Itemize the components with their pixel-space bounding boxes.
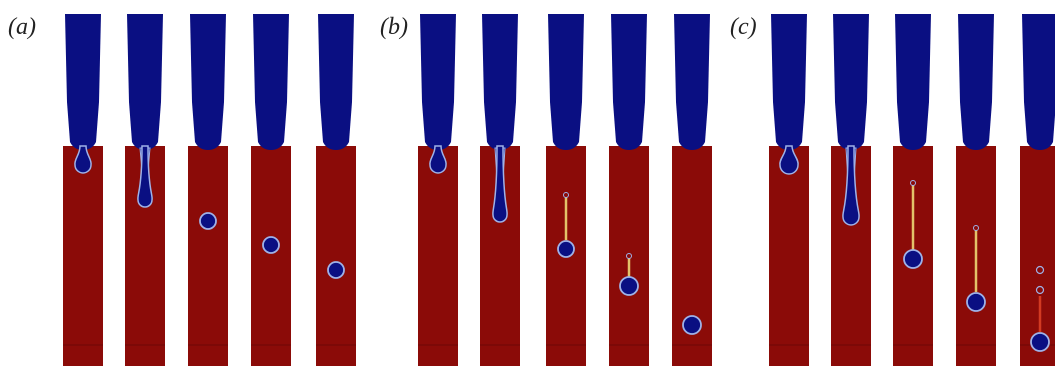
frame-4 (251, 14, 291, 366)
channel (769, 146, 809, 366)
droplet (429, 145, 447, 174)
frame-3 (546, 14, 586, 366)
frame-2 (125, 14, 165, 366)
nozzle (895, 14, 931, 150)
nozzle (771, 14, 807, 150)
panel-b-label: (b) (380, 14, 408, 40)
tail-tip (910, 180, 916, 186)
frame-4 (956, 14, 996, 366)
nozzle (1022, 14, 1055, 150)
droplet (137, 145, 153, 208)
nozzle (420, 14, 456, 150)
nozzle (958, 14, 994, 150)
frame-2 (480, 14, 520, 366)
frame-1 (418, 14, 458, 366)
droplet (903, 249, 923, 269)
droplet (262, 236, 280, 254)
satellite-droplet (1035, 285, 1045, 295)
droplet (74, 145, 92, 174)
frame-1 (63, 14, 103, 366)
frame-5 (316, 14, 356, 366)
nozzle (127, 14, 163, 150)
panel-a-label: (a) (8, 14, 36, 40)
frame-5 (672, 14, 712, 366)
droplet (619, 276, 639, 296)
frame-4 (609, 14, 649, 366)
droplet (842, 145, 860, 226)
droplet (779, 145, 799, 175)
droplet (1030, 332, 1050, 352)
channel (251, 146, 291, 366)
nozzle (65, 14, 101, 150)
droplet (492, 145, 508, 223)
panel-c (769, 14, 1055, 366)
droplet (682, 315, 702, 335)
panel-c-label: (c) (730, 14, 757, 40)
frame-2 (831, 14, 871, 366)
channel (418, 146, 458, 366)
tail-tip (563, 192, 569, 198)
tail-tip (626, 253, 632, 259)
nozzle (190, 14, 226, 150)
panel-b (418, 14, 712, 366)
droplet (966, 292, 986, 312)
nozzle (674, 14, 710, 150)
nozzle (318, 14, 354, 150)
droplet (327, 261, 345, 279)
satellite-droplet (1035, 265, 1045, 275)
droplet (199, 212, 217, 230)
channel (316, 146, 356, 366)
nozzle (548, 14, 584, 150)
frame-3 (893, 14, 933, 366)
frame-1 (769, 14, 809, 366)
tail-tip (973, 225, 979, 231)
nozzle (253, 14, 289, 150)
nozzle (611, 14, 647, 150)
droplet (557, 240, 575, 258)
channel (188, 146, 228, 366)
nozzle (833, 14, 869, 150)
frame-5 (1020, 14, 1055, 366)
frame-3 (188, 14, 228, 366)
nozzle (482, 14, 518, 150)
channel (1020, 146, 1055, 366)
channel (63, 146, 103, 366)
panel-a (63, 14, 356, 366)
